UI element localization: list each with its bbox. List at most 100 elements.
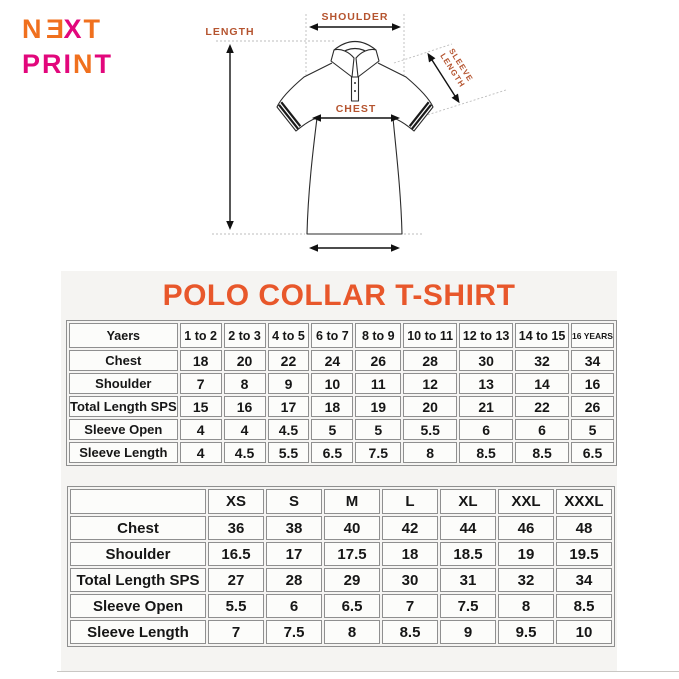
header-cell: M	[324, 489, 380, 514]
logo-letter: I	[63, 48, 74, 79]
value-cell: 4.5	[267, 419, 310, 440]
value-cell: 8.5	[515, 442, 570, 463]
polo-shirt-diagram: SHOULDER LENGTH CHEST SLEEVE LENGTH	[186, 0, 516, 272]
header-cell: XXXL	[556, 489, 612, 514]
table-row: Chest 18 20 22 24 26 28 30 32 34	[69, 350, 614, 371]
value-cell: 6.5	[311, 442, 354, 463]
value-cell: 4	[223, 419, 266, 440]
logo-letter: E	[43, 14, 64, 44]
value-cell: 7.5	[440, 594, 496, 618]
value-cell: 8.5	[382, 620, 438, 644]
sleeve-length-arrow	[427, 52, 460, 104]
shoulder-label: SHOULDER	[322, 11, 389, 23]
value-cell: 31	[440, 568, 496, 592]
value-cell: 26	[571, 396, 614, 417]
row-label-cell: Sleeve Length	[69, 442, 178, 463]
length-label: LENGTH	[205, 26, 254, 38]
value-cell: 20	[403, 396, 458, 417]
value-cell: 16.5	[208, 542, 264, 566]
logo-letter: N	[22, 14, 44, 44]
value-cell: 6	[459, 419, 514, 440]
table-header-row: XS S M L XL XXL XXXL	[70, 489, 612, 514]
value-cell: 13	[459, 373, 514, 394]
value-cell: 29	[324, 568, 380, 592]
value-cell: 36	[208, 516, 264, 540]
chest-label: CHEST	[336, 103, 377, 115]
header-cell: 10 to 11	[403, 323, 458, 348]
value-cell: 26	[355, 350, 402, 371]
header-cell: L	[382, 489, 438, 514]
value-cell: 38	[266, 516, 322, 540]
dotted-guides	[212, 14, 507, 235]
row-label-cell: Chest	[70, 516, 206, 540]
value-cell: 11	[355, 373, 402, 394]
table-row: Sleeve Open 4 4 4.5 5 5 5.5 6 6 5	[69, 419, 614, 440]
table-row: Total Length SPS 27 28 29 30 31 32 34	[70, 568, 612, 592]
header-cell: 14 to 15	[515, 323, 570, 348]
value-cell: 40	[324, 516, 380, 540]
logo-letter: P	[22, 48, 43, 79]
value-cell: 19	[498, 542, 554, 566]
value-cell: 17	[266, 542, 322, 566]
value-cell: 7.5	[266, 620, 322, 644]
header-cell: XS	[208, 489, 264, 514]
value-cell: 5	[311, 419, 354, 440]
bottom-width-arrow	[309, 244, 400, 252]
adult-size-table: XS S M L XL XXL XXXL Chest 36 38 40 42 44 46 48 Shoulde…	[67, 486, 615, 647]
logo-line: PRINT	[22, 47, 113, 82]
value-cell: 8	[403, 442, 458, 463]
value-cell: 34	[556, 568, 612, 592]
header-cell: S	[266, 489, 322, 514]
value-cell: 21	[459, 396, 514, 417]
shirt-diagram-svg: SHOULDER LENGTH CHEST SLEEVE LENGTH	[205, 11, 507, 252]
row-label-cell: Sleeve Open	[70, 594, 206, 618]
value-cell: 7	[208, 620, 264, 644]
value-cell: 30	[459, 350, 514, 371]
value-cell: 17.5	[324, 542, 380, 566]
table-row: Sleeve Open 5.5 6 6.5 7 7.5 8 8.5	[70, 594, 612, 618]
length-arrow	[226, 44, 234, 230]
brand-logo: NEXT PRINT	[22, 12, 113, 81]
table-row: Sleeve Length 4 4.5 5.5 6.5 7.5 8 8.5 8.5 6.5	[69, 442, 614, 463]
value-cell: 4	[179, 442, 222, 463]
chest-arrow	[312, 114, 400, 122]
value-cell: 8	[223, 373, 266, 394]
logo-letter: X	[63, 14, 84, 44]
page-title: POLO COLLAR T-SHIRT	[162, 279, 516, 312]
table-row: Shoulder 7 8 9 10 11 12 13 14 16	[69, 373, 614, 394]
row-label-cell: Sleeve Open	[69, 419, 178, 440]
value-cell: 15	[179, 396, 222, 417]
logo-letter: T	[83, 14, 103, 44]
value-cell: 27	[208, 568, 264, 592]
value-cell: 8.5	[556, 594, 612, 618]
value-cell: 8.5	[459, 442, 514, 463]
value-cell: 32	[498, 568, 554, 592]
value-cell: 32	[515, 350, 570, 371]
value-cell: 22	[267, 350, 310, 371]
value-cell: 46	[498, 516, 554, 540]
value-cell: 20	[223, 350, 266, 371]
row-label-cell: Sleeve Length	[70, 620, 206, 644]
value-cell: 4.5	[223, 442, 266, 463]
value-cell: 9.5	[498, 620, 554, 644]
value-cell: 28	[266, 568, 322, 592]
value-cell: 16	[223, 396, 266, 417]
value-cell: 22	[515, 396, 570, 417]
header-cell: 4 to 5	[267, 323, 310, 348]
header-cell: 8 to 9	[355, 323, 402, 348]
value-cell: 14	[515, 373, 570, 394]
value-cell: 10	[556, 620, 612, 644]
header-cell: 16 YEARS	[571, 323, 614, 348]
header-cell: XL	[440, 489, 496, 514]
table-row: Total Length SPS 15 16 17 18 19 20 21 22 26	[69, 396, 614, 417]
logo-letter: N	[73, 48, 95, 79]
table-row: Chest 36 38 40 42 44 46 48	[70, 516, 612, 540]
header-cell: Yaers	[69, 323, 178, 348]
value-cell: 18	[382, 542, 438, 566]
logo-letter: R	[42, 48, 64, 79]
header-cell	[70, 489, 206, 514]
value-cell: 5.5	[267, 442, 310, 463]
value-cell: 5	[571, 419, 614, 440]
